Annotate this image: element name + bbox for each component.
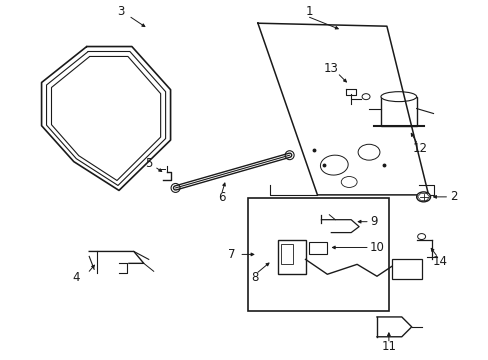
Text: 9: 9 — [369, 215, 377, 228]
Text: 11: 11 — [381, 340, 396, 353]
Text: 1: 1 — [305, 5, 313, 18]
Text: 10: 10 — [369, 241, 384, 254]
Text: 14: 14 — [432, 255, 447, 268]
Text: 8: 8 — [251, 271, 258, 284]
Text: 5: 5 — [145, 157, 152, 170]
Text: 12: 12 — [412, 142, 427, 155]
Text: 13: 13 — [323, 62, 338, 75]
Ellipse shape — [380, 92, 416, 102]
Bar — [309, 242, 326, 255]
Bar — [380, 96, 416, 126]
Bar — [391, 260, 421, 279]
Text: 7: 7 — [228, 248, 235, 261]
Text: 6: 6 — [218, 192, 225, 204]
Text: 2: 2 — [448, 190, 456, 203]
Bar — [280, 244, 292, 264]
Text: 3: 3 — [117, 5, 124, 18]
Text: 4: 4 — [72, 271, 80, 284]
Bar — [247, 198, 388, 311]
Ellipse shape — [416, 192, 429, 202]
Bar — [277, 239, 305, 274]
